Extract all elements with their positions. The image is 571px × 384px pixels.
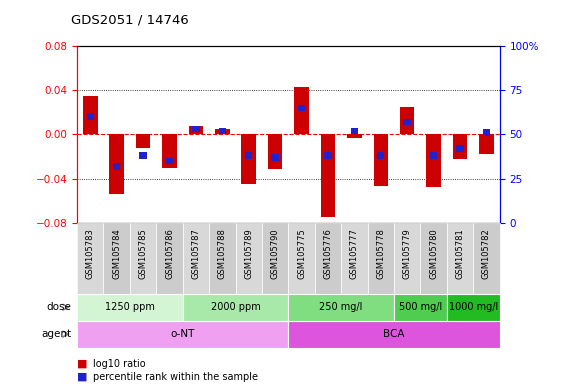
Bar [377,152,384,159]
Bar [394,294,447,321]
Text: ■: ■ [77,372,87,382]
Bar [77,223,103,294]
Bar [400,107,415,134]
Text: GSM105779: GSM105779 [403,228,412,279]
Text: o-NT: o-NT [171,329,195,339]
Text: GSM105784: GSM105784 [112,228,121,279]
Text: GSM105775: GSM105775 [297,228,306,279]
Bar [262,223,288,294]
Text: 1250 ppm: 1250 ppm [105,302,155,312]
Bar [245,152,252,159]
Bar [341,223,368,294]
Bar [242,134,256,184]
Text: dose: dose [46,302,71,312]
Text: log10 ratio: log10 ratio [93,359,146,369]
Bar [183,294,288,321]
Text: 500 mg/l: 500 mg/l [399,302,442,312]
Text: GSM105778: GSM105778 [376,228,385,279]
Bar [321,134,335,217]
Bar [103,223,130,294]
Bar [404,119,411,125]
Bar [235,223,262,294]
Text: GSM105776: GSM105776 [323,228,332,279]
Bar [288,321,500,348]
Bar [294,87,309,134]
Bar [166,157,173,164]
Text: GSM105781: GSM105781 [456,228,465,279]
Bar [479,134,494,154]
Bar [430,152,437,159]
Bar [139,152,147,159]
Bar [113,163,120,169]
Bar [473,223,500,294]
Text: 2000 ppm: 2000 ppm [211,302,260,312]
Bar [136,134,150,147]
Bar [288,223,315,294]
Text: GDS2051 / 14746: GDS2051 / 14746 [71,14,189,27]
Bar [77,321,288,348]
Bar [87,113,94,120]
Bar [373,134,388,186]
Bar [447,294,500,321]
Bar [162,134,177,167]
Bar [394,223,420,294]
Text: GSM105787: GSM105787 [191,228,200,279]
Text: BCA: BCA [383,329,405,339]
Text: GSM105783: GSM105783 [86,228,95,279]
Text: GSM105788: GSM105788 [218,228,227,279]
Text: GSM105789: GSM105789 [244,228,254,279]
Bar [156,223,183,294]
Bar [77,294,183,321]
Bar [130,223,156,294]
Bar [209,223,235,294]
Text: GSM105785: GSM105785 [139,228,148,279]
Bar [298,104,305,111]
Bar [268,134,283,169]
Bar [482,129,490,136]
Bar [192,126,200,132]
Bar [427,134,441,187]
Text: ■: ■ [77,359,87,369]
Bar [219,127,226,134]
Bar [315,223,341,294]
Text: GSM105786: GSM105786 [165,228,174,279]
Text: GSM105780: GSM105780 [429,228,438,279]
Bar [324,152,332,159]
Text: 1000 mg/l: 1000 mg/l [449,302,498,312]
Bar [183,223,209,294]
Bar [110,134,124,194]
Bar [456,145,464,152]
Bar [288,294,394,321]
Bar [83,96,98,134]
Text: percentile rank within the sample: percentile rank within the sample [93,372,258,382]
Text: 250 mg/l: 250 mg/l [320,302,363,312]
Bar [188,126,203,134]
Text: agent: agent [41,329,71,339]
Bar [420,223,447,294]
Bar [453,134,467,159]
Text: GSM105782: GSM105782 [482,228,491,279]
Bar [368,223,394,294]
Bar [271,154,279,161]
Bar [351,127,358,134]
Bar [215,129,230,134]
Text: GSM105777: GSM105777 [350,228,359,279]
Bar [447,223,473,294]
Text: GSM105790: GSM105790 [271,228,280,279]
Bar [347,134,361,138]
